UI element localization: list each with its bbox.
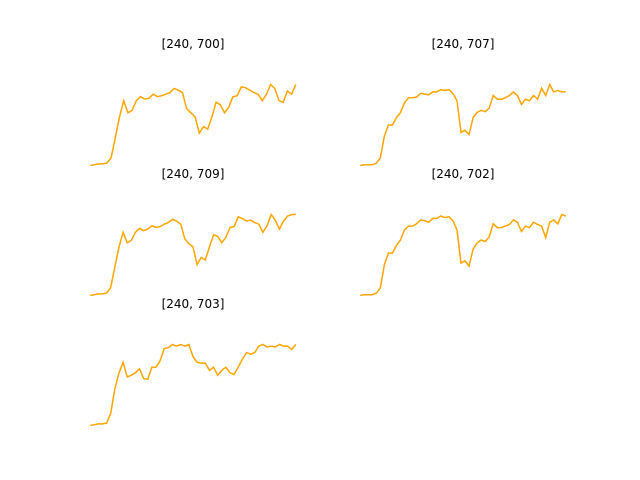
data-line: [90, 83, 297, 167]
subplot-title: [240, 702]: [432, 167, 495, 181]
data-line: [90, 212, 296, 297]
subplot-title: [240, 700]: [162, 37, 225, 51]
subplot-title: [240, 707]: [432, 37, 495, 51]
data-line: [360, 82, 566, 167]
data-line: [360, 213, 567, 297]
subplot-title: [240, 703]: [162, 297, 225, 311]
subplot-title: [240, 709]: [162, 167, 225, 181]
data-line: [90, 343, 297, 427]
